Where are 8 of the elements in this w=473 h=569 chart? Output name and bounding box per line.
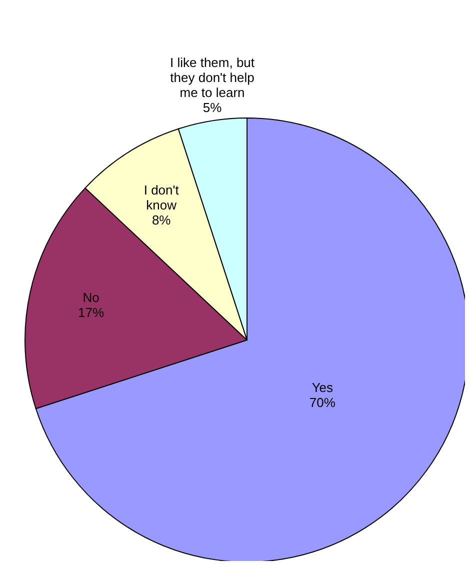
slice-label: I don't know (144, 182, 180, 213)
data-label: 17% (78, 305, 104, 320)
data-label: 8% (152, 212, 172, 228)
slice-label: Yes (312, 380, 334, 395)
slice-label: No (82, 290, 100, 306)
data-label: 70% (309, 394, 336, 410)
slice-label: I like them, but they don't help me to learn (170, 55, 255, 100)
data-label: 5% (202, 100, 222, 115)
